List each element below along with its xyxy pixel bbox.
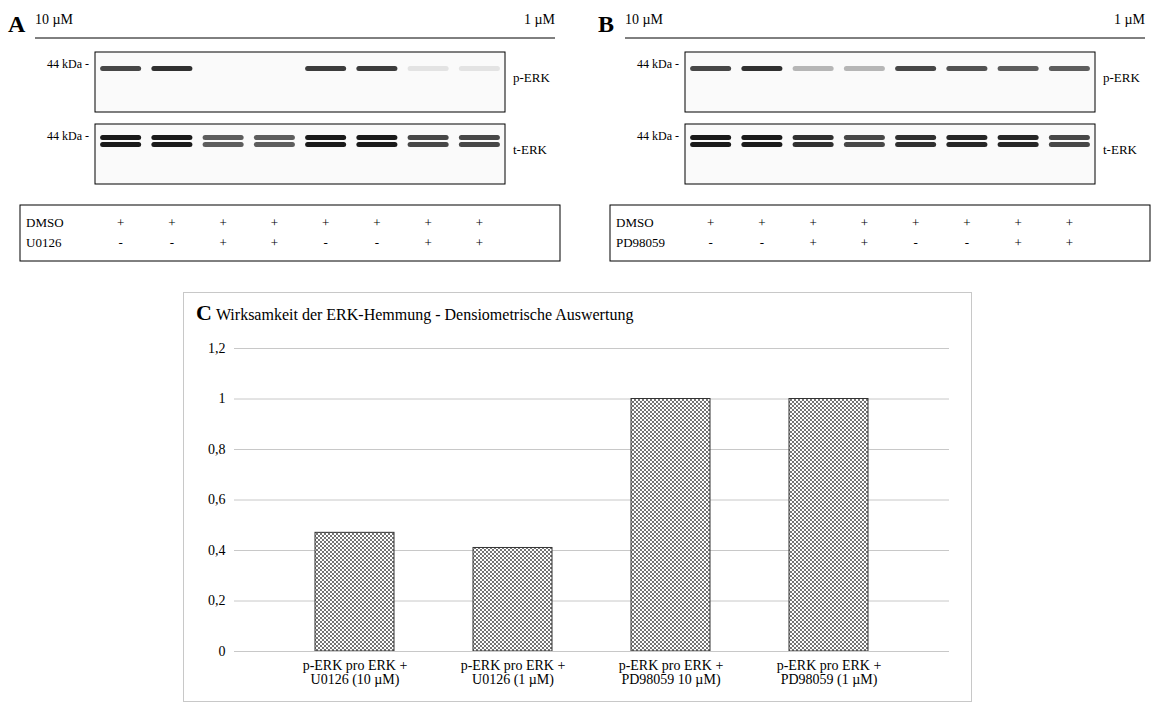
svg-text:1: 1 bbox=[219, 391, 226, 406]
svg-text:0,2: 0,2 bbox=[208, 593, 226, 608]
svg-text:0: 0 bbox=[219, 644, 226, 659]
svg-text:t-ERK: t-ERK bbox=[1103, 142, 1138, 157]
svg-text:+: + bbox=[1066, 215, 1073, 230]
svg-text:1 µM: 1 µM bbox=[1114, 12, 1146, 27]
svg-text:A: A bbox=[8, 11, 26, 37]
svg-text:-: - bbox=[118, 235, 122, 250]
svg-text:p-ERK pro ERK +U0126 (1 µM): p-ERK pro ERK +U0126 (1 µM) bbox=[461, 658, 566, 688]
svg-text:PD98059: PD98059 bbox=[616, 235, 665, 250]
svg-text:1 µM: 1 µM bbox=[524, 12, 556, 27]
svg-text:t-ERK: t-ERK bbox=[513, 142, 548, 157]
svg-text:-: - bbox=[965, 235, 969, 250]
svg-text:44 kDa -: 44 kDa - bbox=[47, 129, 89, 143]
html-text:CWirksamkeit der ERK-Hemmung -: CWirksamkeit der ERK-Hemmung - Densiomet… bbox=[196, 300, 634, 325]
svg-text:+: + bbox=[424, 215, 431, 230]
svg-text:44 kDa -: 44 kDa - bbox=[47, 57, 89, 71]
svg-text:p-ERK: p-ERK bbox=[1103, 70, 1140, 85]
svg-text:+: + bbox=[117, 215, 124, 230]
svg-text:DMSO: DMSO bbox=[26, 215, 64, 230]
svg-text:+: + bbox=[271, 215, 278, 230]
svg-text:10 µM: 10 µM bbox=[625, 12, 664, 27]
svg-text:+: + bbox=[168, 215, 175, 230]
svg-text:+: + bbox=[809, 235, 816, 250]
svg-text:10 µM: 10 µM bbox=[35, 12, 74, 27]
svg-text:+: + bbox=[219, 215, 226, 230]
svg-text:+: + bbox=[707, 215, 714, 230]
svg-text:44 kDa -: 44 kDa - bbox=[637, 57, 679, 71]
svg-text:+: + bbox=[424, 235, 431, 250]
svg-text:0,8: 0,8 bbox=[208, 442, 226, 457]
svg-text:p-ERK pro ERK +PD98059 (1 µM): p-ERK pro ERK +PD98059 (1 µM) bbox=[777, 658, 882, 688]
svg-text:-: - bbox=[375, 235, 379, 250]
svg-text:+: + bbox=[271, 235, 278, 250]
svg-text:p-ERK: p-ERK bbox=[513, 70, 550, 85]
svg-text:44 kDa -: 44 kDa - bbox=[637, 129, 679, 143]
svg-text:-: - bbox=[913, 235, 917, 250]
svg-text:+: + bbox=[1014, 215, 1021, 230]
svg-text:+: + bbox=[809, 215, 816, 230]
svg-text:DMSO: DMSO bbox=[616, 215, 654, 230]
svg-text:0,4: 0,4 bbox=[208, 543, 226, 558]
svg-text:+: + bbox=[219, 235, 226, 250]
svg-text:B: B bbox=[598, 11, 614, 37]
svg-text:+: + bbox=[861, 215, 868, 230]
svg-text:0,6: 0,6 bbox=[208, 492, 226, 507]
svg-text:-: - bbox=[760, 235, 764, 250]
svg-text:+: + bbox=[373, 215, 380, 230]
svg-text:-: - bbox=[708, 235, 712, 250]
svg-text:+: + bbox=[912, 215, 919, 230]
svg-text:+: + bbox=[1014, 235, 1021, 250]
svg-text:1,2: 1,2 bbox=[208, 341, 226, 356]
svg-text:+: + bbox=[963, 215, 970, 230]
svg-text:+: + bbox=[476, 235, 483, 250]
svg-text:+: + bbox=[322, 215, 329, 230]
svg-text:+: + bbox=[758, 215, 765, 230]
svg-text:-: - bbox=[323, 235, 327, 250]
svg-text:+: + bbox=[861, 235, 868, 250]
svg-text:p-ERK pro ERK +U0126 (10 µM): p-ERK pro ERK +U0126 (10 µM) bbox=[303, 658, 408, 688]
svg-text:-: - bbox=[170, 235, 174, 250]
svg-text:+: + bbox=[1066, 235, 1073, 250]
svg-text:+: + bbox=[476, 215, 483, 230]
svg-text:U0126: U0126 bbox=[26, 235, 62, 250]
svg-text:p-ERK pro ERK +PD98059 10 µM): p-ERK pro ERK +PD98059 10 µM) bbox=[619, 658, 724, 688]
